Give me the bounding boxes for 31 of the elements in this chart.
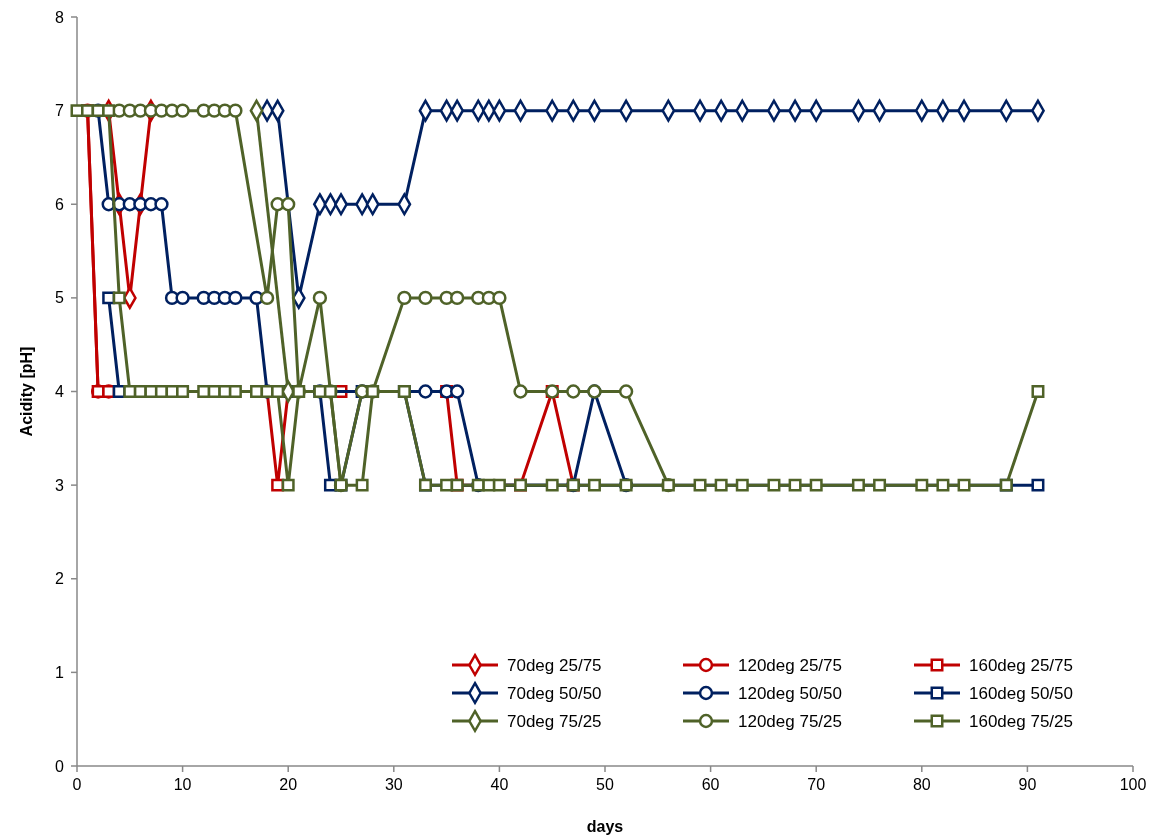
y-tick-label: 0 — [55, 757, 65, 775]
legend-label: 70deg 25/75 — [507, 655, 602, 675]
legend-label: 160deg 75/25 — [969, 711, 1073, 731]
x-tick-label: 80 — [912, 776, 931, 793]
y-tick-label: 2 — [55, 570, 65, 588]
x-tick-label: 90 — [1018, 776, 1037, 793]
x-tick-label: 60 — [701, 776, 720, 793]
y-tick-label: 3 — [55, 476, 65, 494]
y-tick-label: 6 — [55, 195, 65, 213]
x-axis-title: days — [586, 818, 624, 835]
y-tick-label: 7 — [55, 102, 65, 120]
legend-label: 160deg 25/75 — [969, 655, 1073, 675]
legend-label: 70deg 50/50 — [507, 683, 602, 703]
x-tick-label: 50 — [596, 776, 614, 793]
legend-label: 120deg 25/75 — [738, 655, 842, 675]
legend-label: 70deg 75/25 — [507, 711, 602, 731]
legend-label: 120deg 50/50 — [738, 683, 842, 703]
x-tick-label: 70 — [807, 776, 826, 793]
x-tick-label: 30 — [384, 776, 403, 793]
legend-label: 120deg 75/25 — [738, 711, 842, 731]
x-tick-label: 20 — [279, 776, 298, 793]
legend-label: 160deg 50/50 — [969, 683, 1073, 703]
x-tick-label: 40 — [490, 776, 509, 793]
x-tick-label: 100 — [1119, 776, 1147, 793]
y-tick-label: 4 — [55, 383, 65, 401]
x-tick-label: 0 — [72, 776, 82, 793]
y-tick-label: 1 — [55, 663, 65, 681]
y-tick-label: 5 — [55, 289, 65, 307]
x-tick-label: 10 — [173, 776, 192, 793]
y-axis-title: Acidity [pH] — [18, 346, 35, 437]
y-tick-label: 8 — [55, 8, 65, 26]
